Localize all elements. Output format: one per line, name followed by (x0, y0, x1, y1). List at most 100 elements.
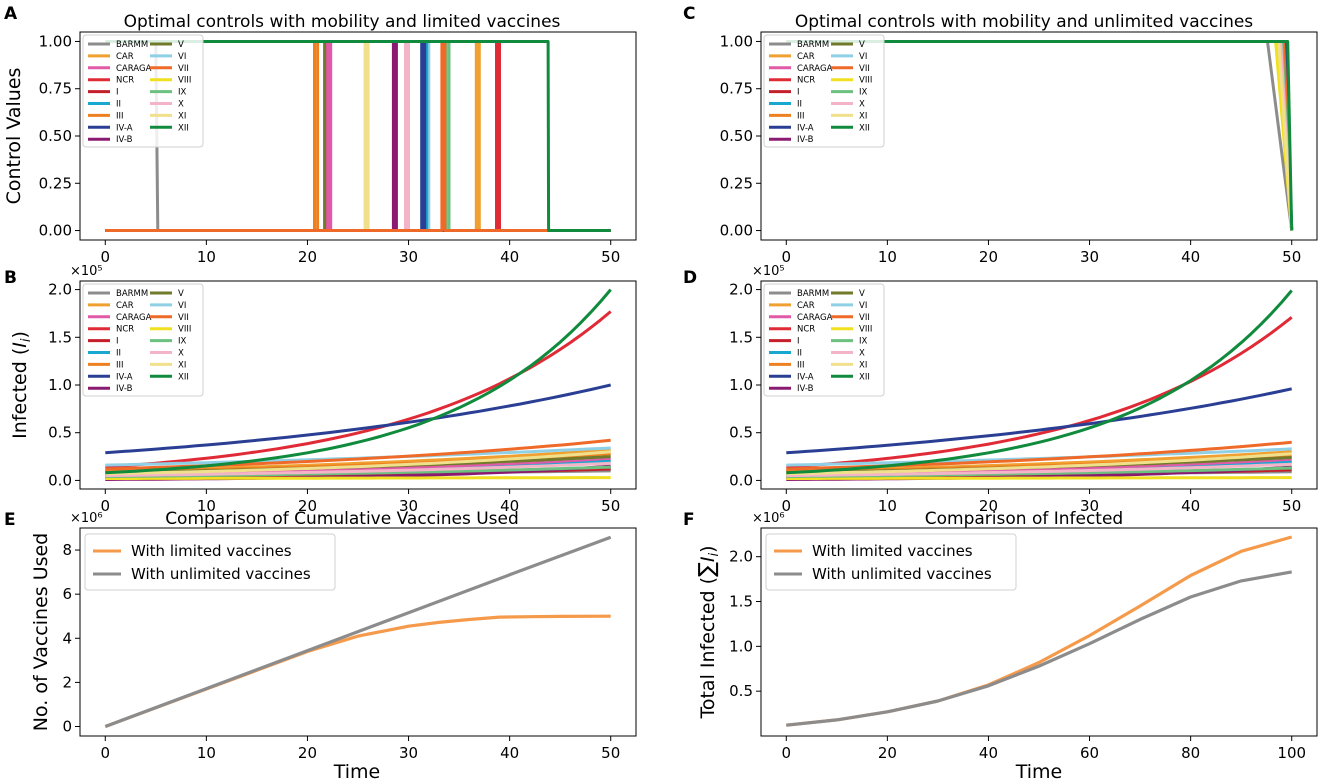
y-tick-label: 0.00 (39, 222, 72, 240)
legend-label: V (859, 40, 865, 50)
y-tick-label: 0.0 (48, 471, 72, 489)
legend-box (82, 34, 204, 148)
series-group (105, 40, 611, 232)
legend-label: IV-A (797, 123, 814, 133)
panel-c-title: Optimal controls with mobility and unlim… (795, 12, 1253, 32)
panel-a-title: Optimal controls with mobility and limit… (124, 12, 561, 32)
legend-label: CAR (797, 52, 815, 62)
x-tick-label: 20 (298, 744, 317, 762)
x-tick-label: 20 (878, 744, 897, 762)
legend-label: III (797, 360, 805, 370)
x-tick-label: 40 (500, 744, 519, 762)
legend-label: With limited vaccines (131, 542, 292, 560)
panel-d-plot: 0 10 20 30 40 50 0.0 0.5 1.0 1.5 2.0 BARMM CAR CARAGA… (729, 280, 1318, 515)
legend-label: III (116, 360, 124, 370)
legend-label: VII (178, 64, 189, 74)
panel-a-plot: 0 10 20 30 40 50 0.00 0.25 0.50 0.75 1.00 BARMM CAR C… (39, 31, 637, 266)
y-tick-label: 1.0 (729, 637, 753, 655)
legend-label: IX (178, 88, 187, 98)
series-line-viii (786, 476, 1292, 480)
panel-e: E ×10⁶ Comparison of Cumulative Vaccines… (4, 509, 637, 781)
legend-label: IX (178, 337, 187, 347)
legend-label: VIII (859, 76, 872, 86)
legend-box (84, 533, 336, 591)
legend-box (82, 283, 204, 397)
legend-label: VIII (178, 76, 191, 86)
legend-label: IV-A (797, 372, 814, 382)
panel-e-title: Comparison of Cumulative Vaccines Used (165, 509, 519, 529)
y-tick-label: 1.5 (729, 328, 753, 346)
legend-label: V (178, 289, 184, 299)
panel-c-plot: 0 10 20 30 40 50 0.00 0.25 0.50 0.75 1.00 BARMM CAR C… (720, 31, 1318, 266)
y-tick-label: 1.5 (48, 328, 72, 346)
x-tick-label: 50 (1282, 248, 1301, 266)
legend-label: X (178, 100, 184, 110)
legend-label: XII (859, 123, 870, 133)
y-tick-label: 0.25 (720, 174, 753, 192)
series-line-xii (786, 40, 1294, 231)
panel-label-b: B (4, 268, 17, 288)
panel-c: C Optimal controls with mobility and unl… (683, 4, 1318, 266)
x-tick-label: 10 (197, 497, 216, 515)
legend-label: CAR (116, 52, 134, 62)
x-tick-label: 10 (197, 248, 216, 266)
series-line-ncr (786, 316, 1293, 469)
legend-label: VII (859, 64, 870, 74)
x-tick-label: 0 (100, 744, 110, 762)
legend-label: With limited vaccines (812, 542, 973, 560)
panel-b-ylabel-sub: i (19, 338, 34, 342)
legend-label: XI (178, 111, 186, 121)
series-line-xi (786, 452, 1292, 476)
panel-label-c: C (683, 4, 695, 24)
panel-f: F ×10⁶ Comparison of Infected Total Infe… (683, 509, 1318, 781)
y-tick-label: 0.0 (729, 471, 753, 489)
series-group (104, 535, 612, 729)
y-tick-label: 0.5 (729, 682, 753, 700)
panel-label-e: E (4, 510, 16, 530)
legend-label: IV-B (797, 384, 814, 394)
x-tick-label: 50 (601, 497, 620, 515)
x-tick-label: 20 (979, 248, 998, 266)
panel-label-a: A (4, 4, 18, 24)
legend-label: IV-B (116, 135, 133, 145)
panel-b-ylabel-text: Infected ( (9, 348, 31, 439)
series-line-iv-a (786, 387, 1293, 455)
x-tick-label: 100 (1277, 744, 1306, 762)
legend-label: NCR (116, 325, 134, 335)
x-tick-label: 30 (399, 744, 418, 762)
legend-label: NCR (116, 76, 134, 86)
series-line-viii (105, 476, 611, 480)
x-tick-label: 0 (781, 248, 791, 266)
legend-label: X (859, 100, 865, 110)
panel-e-multiplier: ×10⁶ (70, 511, 103, 526)
legend-label: CARAGA (797, 313, 833, 323)
legend-label: IV-A (116, 123, 133, 133)
y-tick-label: 8 (62, 541, 72, 559)
panel-a-ylabel: Control Values (3, 68, 25, 205)
y-tick-label: 1.00 (720, 32, 753, 50)
x-tick-label: 30 (399, 248, 418, 266)
x-tick-label: 0 (781, 744, 791, 762)
panel-f-ylabel-sum: ∑ (695, 562, 720, 577)
legend-label: X (859, 349, 865, 359)
panel-f-xlabel: Time (1015, 761, 1063, 781)
panel-e-plot: 0 10 20 30 40 50 0 2 4 6 8 With limited vaccines Wit… (62, 527, 637, 762)
legend-label: CAR (797, 301, 815, 311)
series-line-xii (105, 40, 611, 232)
legend-label: IV-B (116, 384, 133, 394)
series-line-unlimited (786, 570, 1292, 727)
x-tick-label: 0 (100, 248, 110, 266)
series-line-x (105, 461, 611, 478)
legend-label: With unlimited vaccines (131, 565, 311, 583)
panel-b: B ×10⁵ Infected (Ii) 0 10 20 30 40 500.00.51.… (4, 264, 637, 515)
legend-label: CARAGA (797, 64, 833, 74)
legend-label: VII (859, 313, 870, 323)
legend-label: XI (859, 111, 867, 121)
legend-label: BARMM (797, 40, 829, 50)
legend-label: CAR (116, 301, 134, 311)
legend-label: NCR (797, 325, 815, 335)
legend-label: XII (859, 372, 870, 382)
legend-label: CARAGA (116, 64, 152, 74)
panel-f-ylabel-close: ) (697, 545, 719, 552)
